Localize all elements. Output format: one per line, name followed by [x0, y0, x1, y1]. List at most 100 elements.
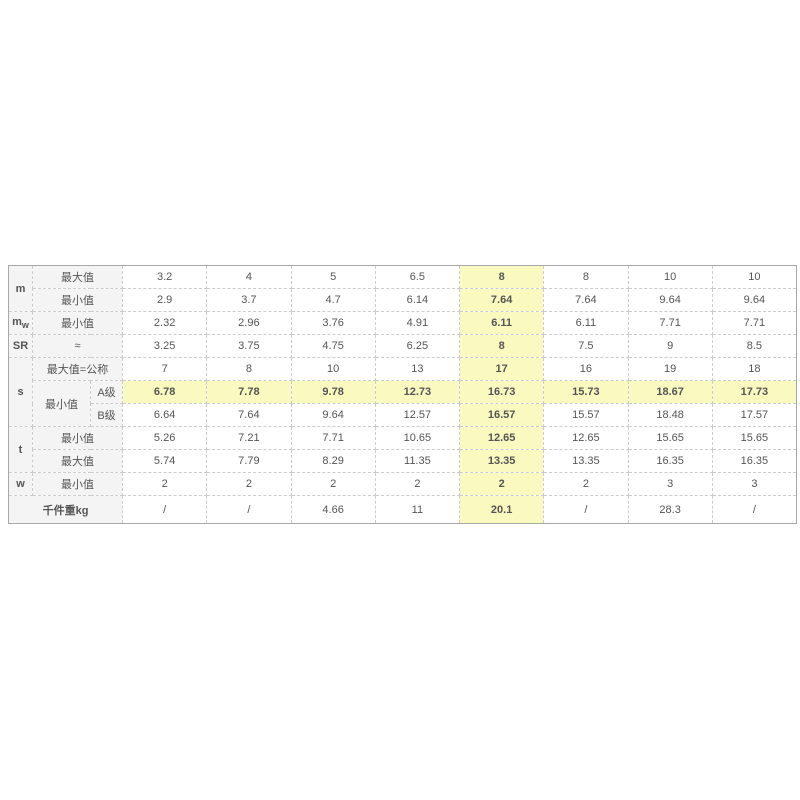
- table-cell-highlighted: 15.73: [543, 380, 629, 404]
- row-group-m: m: [8, 265, 33, 312]
- table-cell: /: [206, 495, 292, 524]
- table-cell: 2.9: [121, 288, 208, 312]
- table-cell: 11.35: [374, 449, 461, 473]
- table-cell: /: [543, 495, 629, 524]
- table-cell: 8.5: [711, 334, 798, 358]
- row-label: 最大值: [32, 265, 123, 289]
- table-cell: 16.35: [711, 449, 798, 473]
- row-group-sr: SR: [8, 334, 33, 358]
- table-cell: 2.32: [121, 311, 208, 335]
- table-cell: 5.74: [121, 449, 208, 473]
- row-label-weight-per-thousand: 千件重kg: [8, 495, 123, 524]
- table-row: B级 6.64 7.64 9.64 12.57 16.57 15.57 18.4…: [9, 403, 798, 427]
- table-cell: 11: [374, 495, 461, 524]
- table-cell: 5.26: [121, 426, 208, 450]
- table-cell: 4: [206, 265, 292, 289]
- table-cell: 13.35: [543, 449, 629, 473]
- table-cell: 6.5: [374, 265, 461, 289]
- row-label: 最大值: [32, 449, 123, 473]
- table-cell: 2: [543, 472, 629, 496]
- table-cell: 6.64: [121, 403, 208, 427]
- table-cell: 19: [627, 357, 713, 381]
- table-row: 最小值 2.9 3.7 4.7 6.14 7.64 7.64 9.64 9.64: [9, 288, 798, 312]
- table-cell: 18.48: [627, 403, 713, 427]
- table-cell: 3.75: [206, 334, 292, 358]
- table-cell: 12.65: [543, 426, 629, 450]
- row-sublabel-grade-a: A级: [90, 380, 123, 404]
- table-cell: 8: [543, 265, 629, 289]
- table-cell-highlighted: 17.73: [711, 380, 798, 404]
- table-cell: 9.64: [711, 288, 798, 312]
- table-row: m 最大值 3.2 4 5 6.5 8 8 10 10: [8, 265, 798, 312]
- table-cell: 17.57: [711, 403, 798, 427]
- table-cell: 18: [711, 357, 798, 381]
- row-label: 最小值: [32, 472, 123, 496]
- table-cell: /: [121, 495, 208, 524]
- table-cell: 10: [627, 265, 713, 289]
- row-label: 最大值=公称: [32, 357, 123, 381]
- table-row: mw 最小值 2.32 2.96 3.76 4.91 6.11 6.11 7.7…: [8, 311, 798, 335]
- row-group-t: t: [8, 426, 33, 473]
- table-cell: 10: [711, 265, 798, 289]
- row-sublabel-grade-b: B级: [90, 403, 123, 427]
- spec-table: m 最大值 3.2 4 5 6.5 8 8 10 10 最小值 2.9 3.7 …: [8, 265, 798, 524]
- table-cell: 7.21: [206, 426, 292, 450]
- table-cell: 7.79: [206, 449, 292, 473]
- table-cell-highlighted: 7.78: [206, 380, 292, 404]
- row-label: ≈: [32, 334, 123, 358]
- table-cell-highlighted: 8: [458, 265, 545, 289]
- table-cell: 4.66: [290, 495, 376, 524]
- row-label: 最小值: [32, 380, 91, 427]
- table-cell: 10.65: [374, 426, 461, 450]
- table-cell-highlighted: 2: [458, 472, 545, 496]
- row-label: 最小值: [32, 426, 123, 450]
- table-cell: 7.64: [543, 288, 629, 312]
- table-cell: 4.7: [290, 288, 376, 312]
- table-cell-highlighted: 12.65: [458, 426, 545, 450]
- spec-table-container: m 最大值 3.2 4 5 6.5 8 8 10 10 最小值 2.9 3.7 …: [8, 265, 798, 524]
- table-cell: 3.76: [290, 311, 376, 335]
- table-cell: 5: [290, 265, 376, 289]
- table-row: t 最小值 5.26 7.21 7.71 10.65 12.65 12.65 1…: [8, 426, 798, 473]
- table-cell-highlighted: 8: [458, 334, 545, 358]
- table-cell: 7: [121, 357, 208, 381]
- table-cell-highlighted: 6.78: [121, 380, 208, 404]
- table-cell-highlighted: 17: [458, 357, 545, 381]
- table-cell: 3.7: [206, 288, 292, 312]
- table-row-highlighted: 最小值 A级 6.78 7.78 9.78 12.73 16.73 15.73 …: [9, 380, 798, 427]
- table-cell: 7.71: [711, 311, 798, 335]
- table-cell: 8: [206, 357, 292, 381]
- table-row: 最大值 5.74 7.79 8.29 11.35 13.35 13.35 16.…: [9, 449, 798, 473]
- table-cell-highlighted: 7.64: [458, 288, 545, 312]
- table-cell: 2: [206, 472, 292, 496]
- table-cell: 7.64: [206, 403, 292, 427]
- row-group-mw: mw: [8, 311, 33, 335]
- table-cell: 15.57: [543, 403, 629, 427]
- table-cell-highlighted: 18.67: [627, 380, 713, 404]
- table-row: 千件重kg / / 4.66 11 20.1 / 28.3 /: [8, 495, 798, 524]
- table-cell: 2: [121, 472, 208, 496]
- table-cell-highlighted: 6.11: [458, 311, 545, 335]
- table-cell: 15.65: [711, 426, 798, 450]
- table-cell: 7.5: [543, 334, 629, 358]
- table-cell: 3: [627, 472, 713, 496]
- table-cell: 3: [711, 472, 798, 496]
- table-cell: 6.11: [543, 311, 629, 335]
- table-cell: 3.2: [121, 265, 208, 289]
- table-cell: 2.96: [206, 311, 292, 335]
- table-cell-highlighted: 13.35: [458, 449, 545, 473]
- table-cell: 28.3: [627, 495, 713, 524]
- table-cell: 13: [374, 357, 461, 381]
- row-label: 最小值: [32, 311, 123, 335]
- table-cell: 9.64: [290, 403, 376, 427]
- table-cell: 2: [374, 472, 461, 496]
- table-cell: 15.65: [627, 426, 713, 450]
- table-cell: 7.71: [290, 426, 376, 450]
- table-cell: 4.91: [374, 311, 461, 335]
- table-cell: 4.75: [290, 334, 376, 358]
- row-group-w: w: [8, 472, 33, 496]
- table-cell: 6.14: [374, 288, 461, 312]
- table-cell: 16.35: [627, 449, 713, 473]
- table-cell: 9: [627, 334, 713, 358]
- row-label: 最小值: [32, 288, 123, 312]
